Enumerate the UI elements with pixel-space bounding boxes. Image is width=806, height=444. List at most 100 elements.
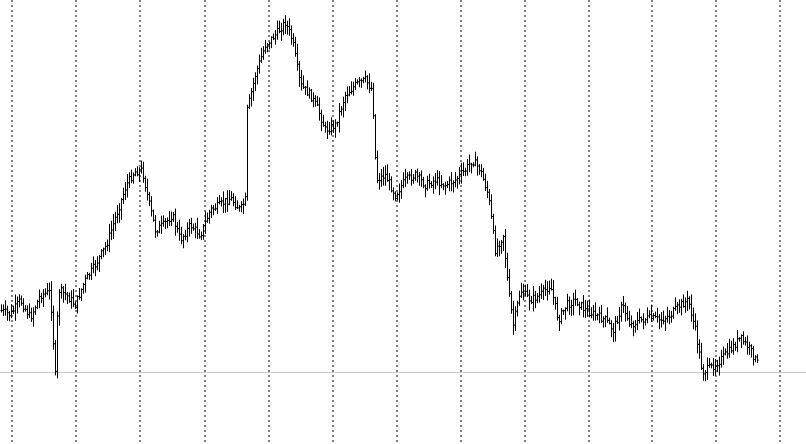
price-bar-230	[460, 162, 463, 184]
price-bar-189	[378, 173, 381, 190]
price-bar-299	[598, 306, 601, 324]
price-bar-208	[416, 168, 419, 183]
price-bar-370	[740, 334, 743, 349]
price-bar-138	[276, 20, 279, 40]
price-bar-60	[120, 197, 123, 220]
price-bar-74	[148, 191, 151, 207]
price-bar-245	[490, 194, 493, 219]
price-bar-359	[718, 356, 721, 376]
price-bar-274	[548, 280, 551, 295]
price-bar-85	[170, 211, 173, 227]
price-bar-301	[602, 316, 605, 328]
price-bar-191	[382, 166, 385, 186]
price-bar-32	[64, 283, 67, 301]
price-bar-92	[184, 229, 187, 241]
price-bar-13	[26, 305, 29, 319]
price-bar-111	[222, 191, 225, 214]
price-bar-23	[46, 283, 49, 296]
price-bar-64	[128, 172, 131, 189]
price-bar-4	[8, 311, 11, 322]
price-bar-139	[278, 20, 281, 34]
price-bar-89	[178, 219, 181, 241]
price-bar-50	[100, 249, 103, 260]
price-bar-5	[10, 304, 13, 319]
price-bar-276	[552, 280, 555, 305]
price-bar-315	[630, 315, 633, 329]
price-bar-373	[746, 335, 749, 355]
price-bar-272	[544, 279, 547, 296]
price-bar-328	[656, 307, 659, 323]
price-bar-137	[274, 30, 277, 45]
price-bar-193	[386, 164, 389, 182]
price-bar-145	[290, 25, 293, 45]
price-bar-268	[536, 293, 539, 304]
price-bar-49	[98, 254, 101, 272]
price-bar-204	[408, 171, 411, 180]
price-bar-120	[240, 201, 243, 213]
price-bar-80	[160, 215, 163, 234]
price-bar-114	[228, 190, 231, 206]
price-bar-8	[16, 296, 19, 314]
price-bar-52	[104, 241, 107, 255]
price-bar-327	[654, 311, 657, 319]
price-bar-349	[698, 339, 701, 359]
price-bar-252	[504, 228, 507, 268]
price-bar-302	[604, 315, 607, 328]
price-bar-81	[162, 215, 165, 227]
price-bar-10	[20, 295, 23, 306]
price-bar-231	[462, 162, 465, 176]
price-bar-283	[566, 293, 569, 312]
price-bar-135	[270, 36, 273, 49]
price-bar-127	[254, 72, 257, 92]
price-bar-90	[180, 226, 183, 245]
price-bar-110	[220, 197, 223, 207]
price-bar-287	[574, 289, 577, 306]
price-bar-225	[450, 172, 453, 192]
price-bar-34	[68, 292, 71, 303]
price-bar-100	[200, 231, 203, 241]
price-bar-71	[142, 161, 145, 183]
price-bar-194	[388, 173, 391, 191]
price-bar-162	[324, 121, 327, 133]
price-bar-239	[478, 164, 481, 175]
price-bar-378	[756, 354, 759, 363]
price-bar-96	[192, 223, 195, 231]
price-bar-18	[36, 299, 39, 310]
price-bar-183	[366, 75, 369, 90]
price-bar-75	[150, 196, 153, 217]
price-bar-260	[520, 282, 523, 299]
price-bar-118	[236, 200, 239, 209]
price-bar-249	[498, 240, 501, 257]
price-bar-347	[694, 313, 697, 331]
price-bar-38	[76, 295, 79, 314]
price-bar-246	[492, 213, 495, 234]
price-bar-68	[136, 166, 139, 177]
price-bar-9	[18, 294, 21, 308]
price-bar-57	[114, 211, 117, 231]
price-bar-101	[202, 224, 205, 240]
price-bar-273	[546, 281, 549, 301]
price-bar-63	[126, 174, 129, 198]
price-bar-77	[154, 215, 157, 238]
price-bar-28	[56, 311, 59, 379]
price-bar-348	[696, 320, 699, 354]
price-bar-148	[296, 43, 299, 71]
price-bar-113	[226, 190, 229, 212]
price-bar-222	[444, 181, 447, 195]
price-bar-17	[34, 305, 37, 315]
price-bar-84	[168, 211, 171, 226]
price-bar-36	[72, 289, 75, 308]
price-bar-216	[432, 176, 435, 194]
price-bar-108	[216, 197, 219, 214]
price-bar-132	[264, 40, 267, 54]
price-bar-224	[448, 176, 451, 192]
price-bar-117	[234, 196, 237, 210]
price-bar-165	[330, 117, 333, 136]
price-bar-56	[112, 214, 115, 239]
price-bar-109	[218, 195, 221, 205]
price-bar-318	[636, 312, 639, 331]
price-bar-157	[314, 95, 317, 107]
price-bar-261	[522, 283, 525, 301]
price-bar-27	[54, 339, 57, 376]
